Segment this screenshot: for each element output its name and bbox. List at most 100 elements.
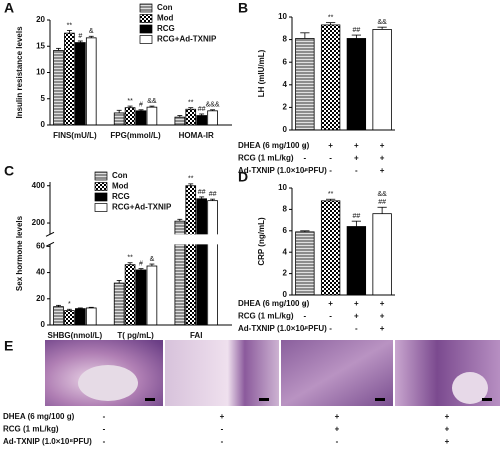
y-tick-label: 4 bbox=[283, 247, 288, 256]
legend-swatch bbox=[139, 3, 153, 13]
x-tick-label: HOMA-IR bbox=[179, 131, 214, 140]
legend-label: RCG+Ad-TXNIP bbox=[157, 35, 217, 44]
condition-sign: - bbox=[355, 324, 358, 333]
condition-sign: - bbox=[103, 437, 106, 446]
y-tick-label: 6 bbox=[283, 226, 288, 235]
y-tick-label: 10 bbox=[278, 183, 287, 192]
condition-sign: - bbox=[304, 141, 307, 150]
y-axis-label: Insulin resistance levels bbox=[15, 26, 24, 119]
bar bbox=[295, 38, 315, 131]
bar bbox=[196, 115, 207, 126]
condition-sign: - bbox=[329, 154, 332, 163]
follicle bbox=[452, 372, 488, 404]
legend-swatch bbox=[94, 182, 108, 191]
significance: ## bbox=[352, 213, 360, 220]
significance: & bbox=[150, 256, 155, 263]
significance: ## bbox=[198, 106, 206, 113]
legend-label: RCG bbox=[157, 24, 175, 33]
panel-label: E bbox=[4, 338, 13, 354]
condition-sign: - bbox=[304, 154, 307, 163]
scale-bar bbox=[482, 398, 492, 401]
x-tick-label: T( pg/mL) bbox=[117, 331, 154, 340]
legend-swatch bbox=[139, 14, 153, 23]
condition-sign: - bbox=[355, 166, 358, 175]
y-tick-label: 0 bbox=[41, 120, 46, 129]
condition-label: DHEA (6 mg/100 g) bbox=[238, 299, 310, 308]
condition-sign: + bbox=[354, 141, 359, 150]
bar bbox=[196, 198, 207, 326]
bar bbox=[372, 213, 392, 296]
y-tick-label: 4 bbox=[283, 80, 288, 89]
x-tick-label: SHBG(nmol/L) bbox=[48, 331, 103, 340]
y-axis-label: CRP (ng/mL) bbox=[257, 217, 266, 266]
y-tick-label: 200 bbox=[32, 218, 46, 227]
condition-label: RCG (1 mL/kg) bbox=[238, 312, 294, 321]
condition-sign: - bbox=[221, 425, 224, 434]
bar bbox=[53, 50, 64, 126]
significance: # bbox=[139, 102, 143, 109]
condition-sign: + bbox=[335, 412, 340, 421]
legend-label: Con bbox=[157, 3, 173, 12]
y-tick-label: 8 bbox=[283, 35, 288, 44]
panel-label: C bbox=[4, 163, 14, 179]
bar bbox=[64, 32, 75, 126]
significance: ## bbox=[378, 199, 386, 206]
y-tick-label: 20 bbox=[36, 15, 45, 24]
bar bbox=[295, 231, 315, 296]
condition-sign: + bbox=[445, 437, 450, 446]
bar bbox=[146, 106, 158, 126]
condition-sign: - bbox=[304, 324, 307, 333]
significance: &&& bbox=[206, 102, 220, 109]
condition-label: DHEA (6 mg/100 g) bbox=[3, 412, 75, 421]
bar bbox=[124, 107, 136, 126]
condition-sign: + bbox=[380, 312, 385, 321]
scale-bar bbox=[259, 398, 269, 401]
condition-sign: + bbox=[380, 166, 385, 175]
image-mod bbox=[165, 340, 279, 406]
significance: ** bbox=[328, 191, 334, 198]
condition-sign: + bbox=[335, 425, 340, 434]
significance: ** bbox=[188, 100, 194, 107]
y-axis-label: LH (mIU/mL) bbox=[257, 49, 266, 97]
bar bbox=[113, 112, 125, 126]
bar bbox=[85, 37, 97, 126]
y-tick-label: 2 bbox=[283, 269, 288, 278]
y-tick-label: 0 bbox=[283, 290, 288, 299]
condition-label: Ad-TXNIP (1.0×10⁸PFU) bbox=[238, 324, 327, 333]
condition-sign: - bbox=[221, 437, 224, 446]
bar bbox=[207, 110, 218, 126]
panel-label: A bbox=[4, 0, 14, 16]
bar bbox=[372, 29, 392, 131]
y-tick-label: 400 bbox=[32, 181, 46, 190]
bar bbox=[320, 200, 341, 296]
x-tick-label: FAI bbox=[190, 331, 202, 340]
significance: * bbox=[68, 301, 71, 308]
condition-sign: + bbox=[354, 299, 359, 308]
bar bbox=[207, 200, 218, 326]
condition-sign: + bbox=[354, 312, 359, 321]
condition-sign: - bbox=[103, 425, 106, 434]
significance: # bbox=[139, 260, 143, 267]
bar bbox=[135, 110, 147, 126]
y-tick-label: 2 bbox=[283, 103, 288, 112]
legend-swatch bbox=[139, 24, 153, 34]
legend-label: Mod bbox=[112, 182, 129, 191]
legend-label: RCG+Ad-TXNIP bbox=[112, 203, 172, 212]
legend-label: Mod bbox=[157, 14, 174, 23]
condition-sign: - bbox=[329, 166, 332, 175]
bar bbox=[320, 24, 341, 131]
bar bbox=[75, 308, 86, 326]
significance: ## bbox=[198, 189, 206, 196]
bar bbox=[174, 116, 186, 126]
legend-swatch bbox=[94, 171, 108, 181]
image-rcg bbox=[281, 340, 393, 406]
condition-sign: + bbox=[380, 324, 385, 333]
y-tick-label: 0 bbox=[41, 320, 46, 329]
condition-sign: + bbox=[380, 141, 385, 150]
legend-label: Con bbox=[112, 171, 128, 180]
follicle bbox=[78, 365, 138, 401]
condition-label: Ad-TXNIP (1.0×10⁸PFU) bbox=[3, 437, 92, 446]
bar bbox=[185, 108, 197, 126]
condition-sign: - bbox=[304, 166, 307, 175]
bar bbox=[75, 42, 86, 126]
